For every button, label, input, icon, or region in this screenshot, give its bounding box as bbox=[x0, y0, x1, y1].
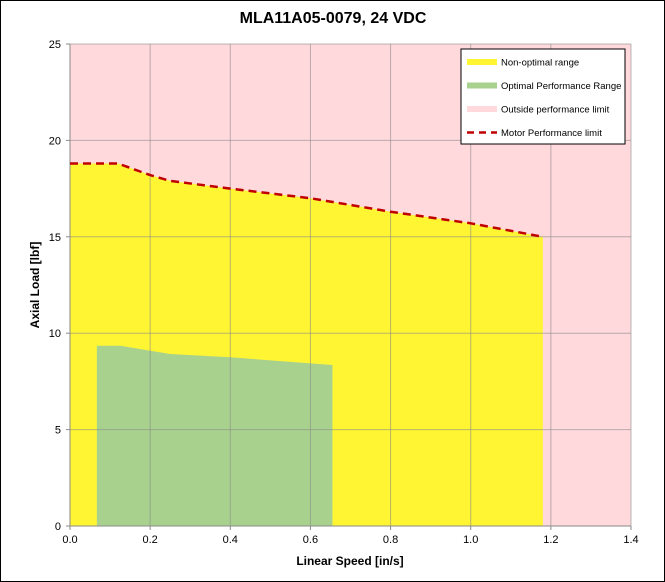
legend-swatch bbox=[467, 82, 497, 89]
y-tick-label: 0 bbox=[55, 521, 61, 533]
legend: Non-optimal range Optimal Performance Ran… bbox=[460, 48, 626, 145]
x-axis-label: Linear Speed [in/s] bbox=[296, 554, 403, 568]
x-tick-label: 1.4 bbox=[623, 534, 638, 546]
y-tick-label: 5 bbox=[55, 425, 61, 437]
motor-performance-limit-line bbox=[70, 162, 544, 239]
x-tick-label: 1.0 bbox=[463, 534, 478, 546]
x-tick-label: 0.2 bbox=[142, 534, 157, 546]
legend-label: Optimal Performance Range bbox=[501, 81, 621, 92]
x-tick-label: 0.0 bbox=[62, 534, 77, 546]
y-tick-label: 10 bbox=[49, 328, 61, 340]
y-tick-label: 20 bbox=[49, 135, 61, 147]
x-tick-label: 1.2 bbox=[543, 534, 558, 546]
x-tick-label: 0.6 bbox=[303, 534, 318, 546]
legend-label: Motor Performance limit bbox=[501, 128, 602, 139]
optimal-area bbox=[96, 345, 333, 526]
legend-swatch bbox=[467, 106, 497, 112]
x-tick-label: 0.4 bbox=[223, 534, 238, 546]
legend-label: Outside performance limit bbox=[501, 105, 610, 116]
legend-swatch bbox=[467, 59, 497, 65]
y-tick-label: 15 bbox=[49, 232, 61, 244]
chart-title: MLA11A05-0079, 24 VDC bbox=[240, 10, 427, 27]
y-axis-label: Axial Load [lbf] bbox=[28, 242, 42, 329]
y-tick-label: 25 bbox=[49, 39, 61, 51]
legend-label: Non-optimal range bbox=[501, 58, 579, 69]
x-tick-label: 0.8 bbox=[383, 534, 398, 546]
